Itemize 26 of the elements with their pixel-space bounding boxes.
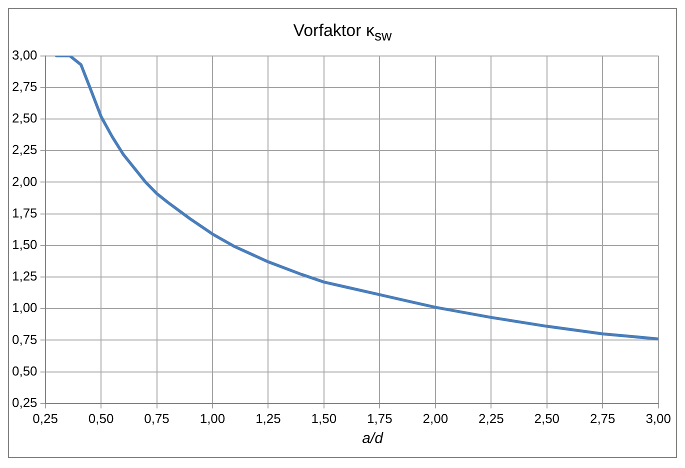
y-tick-label: 3,00 (12, 47, 38, 62)
x-tick-label: 2,75 (590, 410, 616, 426)
y-tick-label: 1,50 (12, 236, 38, 252)
y-tick-label: 2,25 (12, 142, 38, 158)
x-tick-label: 3,00 (646, 410, 672, 426)
y-tick-label: 1,00 (12, 300, 38, 316)
x-tick-label: 0,75 (144, 410, 170, 426)
x-tick-label: 1,25 (256, 410, 281, 426)
y-tick-label: 2,00 (12, 174, 38, 189)
y-tick-label: 1,75 (12, 205, 38, 220)
x-axis-title: a/d (361, 430, 384, 447)
x-tick-label: 0,50 (88, 410, 114, 426)
x-tick-label: 2,00 (422, 410, 448, 426)
y-tick-label: 0,75 (12, 332, 38, 347)
x-tick-label: 2,50 (534, 410, 560, 426)
y-tick-label: 0,50 (12, 363, 38, 378)
y-tick-label: 2,50 (12, 110, 38, 126)
x-tick-label: 0,25 (32, 410, 58, 426)
y-tick-label: 1,25 (12, 268, 38, 284)
y-tick-label: 0,25 (12, 394, 38, 410)
y-tick-label: 2,75 (12, 78, 38, 94)
chart-title: Vorfaktor κ$_{sw}$ (292, 21, 393, 45)
x-tick-label: 1,75 (367, 410, 392, 426)
x-tick-label: 2,25 (478, 410, 504, 426)
x-tick-label: 1,00 (200, 410, 226, 426)
x-tick-label: 1,50 (311, 410, 337, 426)
